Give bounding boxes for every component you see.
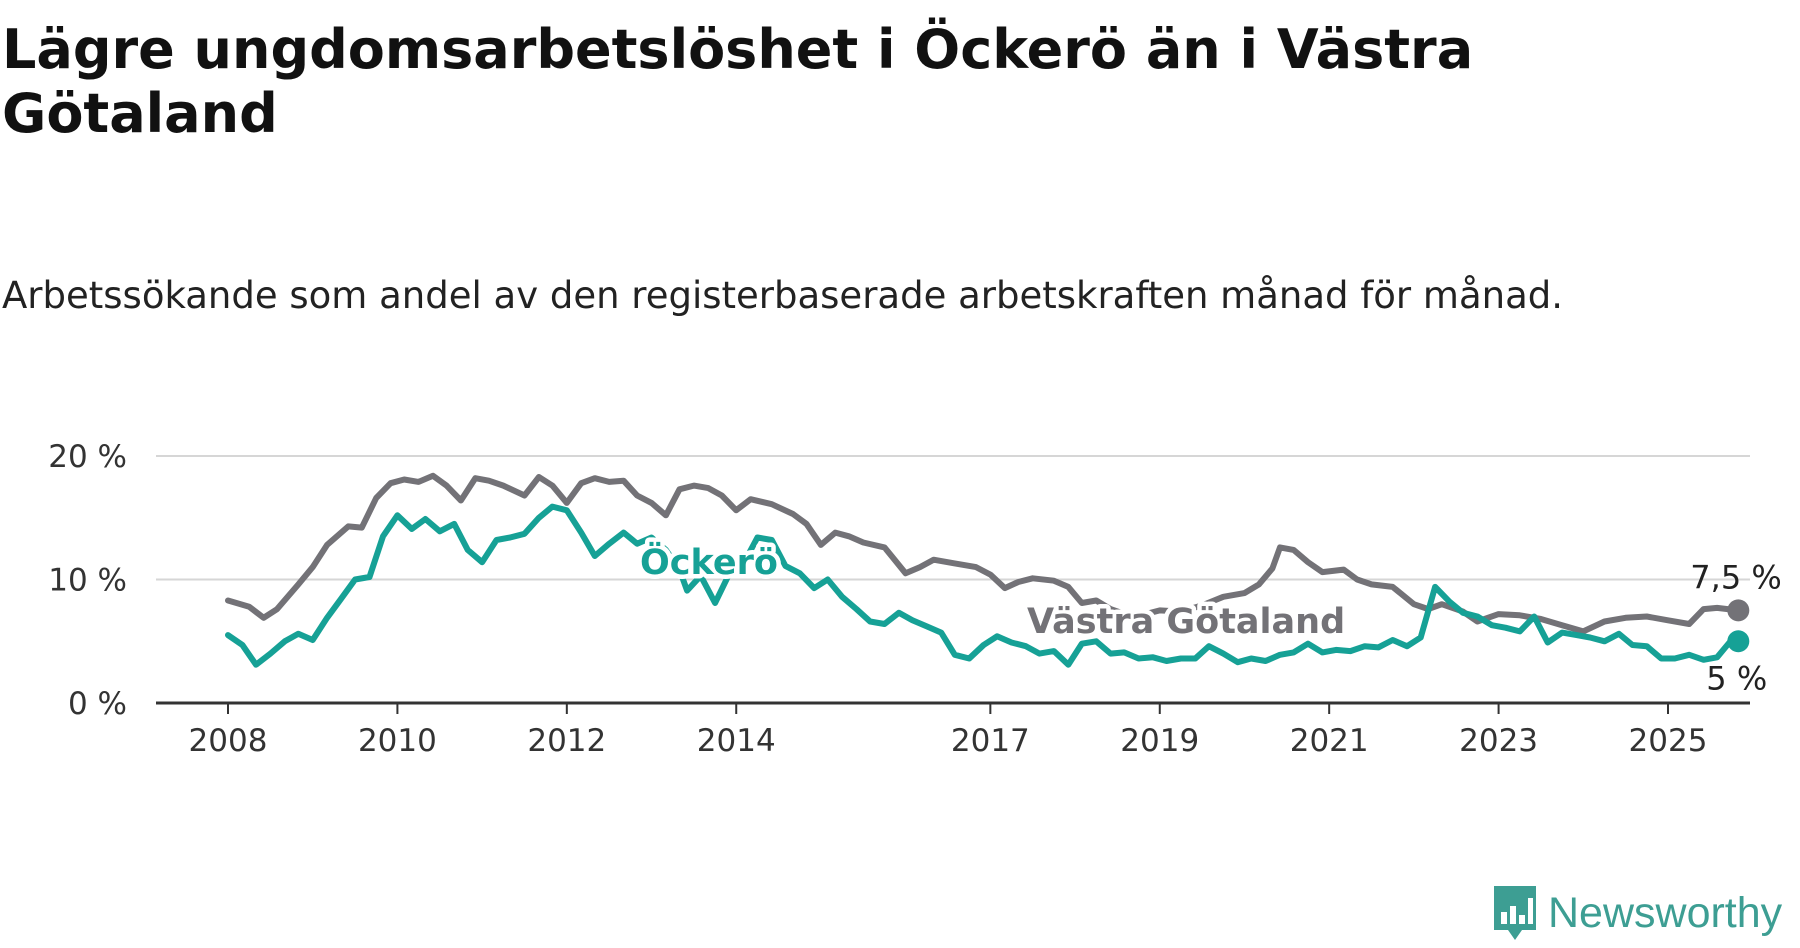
- x-tick-label: 2019: [1120, 723, 1199, 759]
- series-line-vastra-gotaland: [225, 472, 1742, 635]
- x-axis-ticks: 2008 2010 2012 2014 2017 2019 2021 2023 2025: [189, 703, 1708, 759]
- x-tick-label: 2014: [697, 723, 776, 759]
- x-tick-label: 2012: [527, 723, 606, 759]
- end-value-label-ockero: 5 %: [1706, 659, 1767, 697]
- series-label-vastra-gotaland: Västra Götaland: [1027, 602, 1345, 642]
- end-value-label-vastra-gotaland: 7,5 %: [1690, 558, 1781, 596]
- series-labels: 7,5 % Västra Götaland 5 % Öckerö: [636, 537, 1782, 698]
- brand-name: Newsworthy: [1548, 888, 1783, 937]
- series-line-ockero: [225, 503, 1742, 668]
- brand-logo: Newsworthy: [1490, 884, 1782, 942]
- gridlines: [156, 455, 1750, 705]
- series-label-ockero: Öckerö: [640, 541, 778, 583]
- chart-subtitle: Arbetssökande som andel av den registerb…: [2, 274, 1563, 317]
- y-tick-label: 10 %: [48, 563, 127, 599]
- newsworthy-logo-icon: [1494, 886, 1536, 940]
- end-point-vastra-gotaland: [1727, 599, 1750, 622]
- chart-title: Lägre ungdomsarbetslöshet i Öckerö än i …: [2, 18, 1474, 145]
- series-lines: [225, 472, 1750, 668]
- x-tick-label: 2025: [1629, 723, 1708, 759]
- y-axis-ticks: 0 % 10 % 20 %: [48, 439, 127, 722]
- x-tick-label: 2023: [1459, 723, 1538, 759]
- end-point-ockero: [1727, 630, 1750, 653]
- x-tick-label: 2017: [951, 723, 1030, 759]
- y-tick-label: 20 %: [48, 439, 127, 475]
- x-tick-label: 2010: [358, 723, 437, 759]
- x-tick-label: 2021: [1290, 723, 1369, 759]
- x-tick-label: 2008: [189, 723, 268, 759]
- y-tick-label: 0 %: [68, 686, 127, 722]
